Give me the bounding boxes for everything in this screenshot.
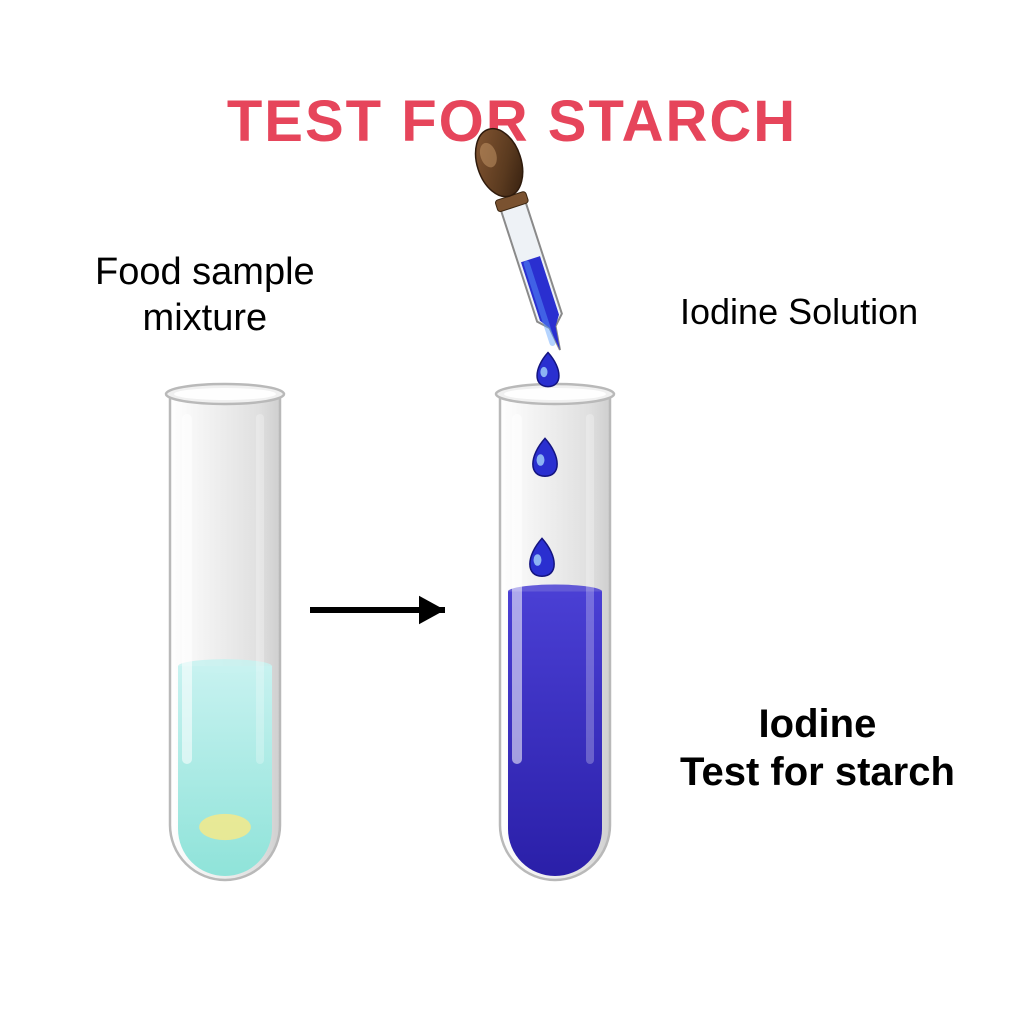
test-tube [166,384,284,880]
dropper [467,123,581,357]
iodine-drop [537,353,559,387]
arrow-head [419,596,445,625]
diagram-canvas [0,0,1024,1024]
